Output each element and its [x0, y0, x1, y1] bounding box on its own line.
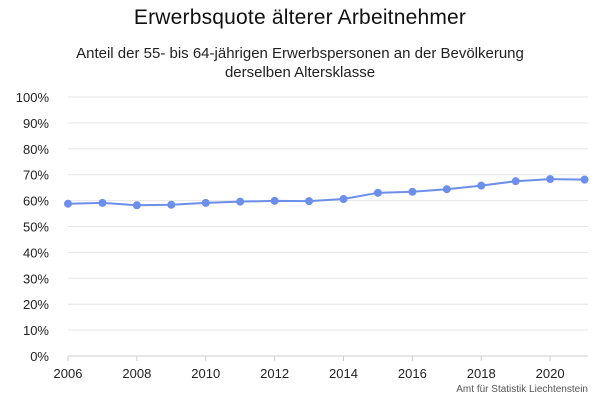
- y-tick-label: 100%: [16, 90, 50, 105]
- source-note: Amt für Statistik Liechtenstein: [456, 384, 588, 395]
- x-tick-label: 2006: [54, 366, 83, 381]
- x-tick-label: 2020: [536, 366, 565, 381]
- y-axis-ticks: 0% 10% 20% 30% 40% 50% 60% 70% 80% 90% 100%: [16, 90, 50, 364]
- data-point[interactable]: [236, 197, 245, 206]
- data-point[interactable]: [339, 195, 348, 204]
- series-line: [67, 178, 585, 207]
- chart-subtitle: Anteil der 55- bis 64-jährigen Erwerbspe…: [0, 44, 600, 82]
- y-tick-label: 80%: [23, 142, 49, 157]
- data-point[interactable]: [305, 197, 314, 206]
- y-tick-label: 0%: [30, 349, 49, 364]
- x-tick-label: 2010: [191, 366, 220, 381]
- data-point[interactable]: [546, 175, 555, 184]
- series-group: [64, 175, 589, 210]
- data-point[interactable]: [167, 200, 176, 209]
- x-tick-label: 2014: [329, 366, 358, 381]
- x-tick-label: 2008: [122, 366, 151, 381]
- y-tick-label: 40%: [23, 245, 49, 260]
- grid-lines: [68, 96, 588, 357]
- y-tick-label: 70%: [23, 168, 49, 183]
- data-point[interactable]: [442, 185, 451, 194]
- x-tick-label: 2018: [467, 366, 496, 381]
- y-tick-label: 60%: [23, 194, 49, 209]
- y-tick-label: 30%: [23, 271, 49, 286]
- data-point[interactable]: [201, 198, 210, 207]
- data-point[interactable]: [373, 188, 382, 197]
- data-point[interactable]: [580, 175, 589, 184]
- y-tick-label: 50%: [23, 220, 49, 235]
- subtitle-line-2: derselben Altersklasse: [224, 64, 376, 81]
- x-tick-label: 2016: [398, 366, 427, 381]
- y-tick-label: 20%: [23, 297, 49, 312]
- data-point[interactable]: [132, 201, 141, 210]
- y-tick-label: 10%: [23, 323, 49, 338]
- chart-title: Erwerbsquote älterer Arbeitnehmer: [133, 6, 467, 29]
- y-tick-label: 90%: [23, 116, 49, 131]
- subtitle-line-1: Anteil der 55- bis 64-jährigen Erwerbspe…: [76, 45, 524, 62]
- data-point[interactable]: [98, 198, 107, 207]
- data-point[interactable]: [408, 187, 417, 196]
- data-point[interactable]: [270, 196, 279, 205]
- x-tick-label: 2012: [260, 366, 289, 381]
- data-point[interactable]: [64, 199, 72, 208]
- x-axis-ticks: 2006 2008 2010 2012 2014 2016 2018 2020: [54, 356, 565, 381]
- data-point[interactable]: [477, 181, 486, 190]
- data-point[interactable]: [511, 177, 520, 186]
